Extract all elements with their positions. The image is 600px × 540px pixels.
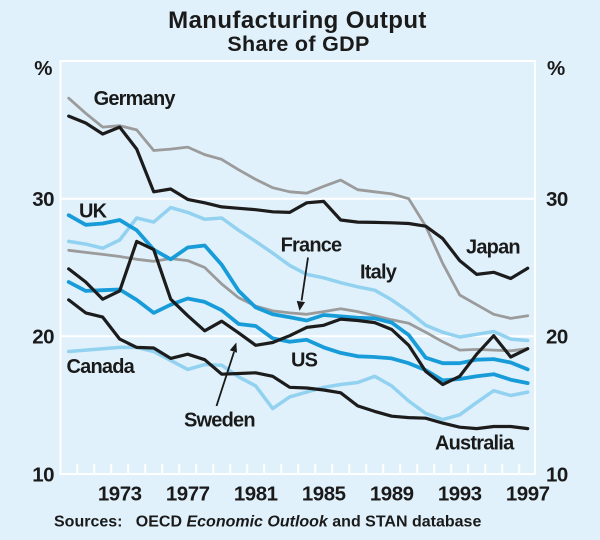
svg-text:1997: 1997 xyxy=(506,483,550,506)
svg-text:Germany: Germany xyxy=(94,88,177,110)
svg-text:Italy: Italy xyxy=(360,262,398,284)
svg-text:%: % xyxy=(547,57,565,80)
svg-text:Sweden: Sweden xyxy=(184,410,255,432)
svg-text:Share of GDP: Share of GDP xyxy=(227,32,369,56)
svg-text:US: US xyxy=(291,350,318,372)
svg-text:1989: 1989 xyxy=(370,483,414,506)
svg-text:10: 10 xyxy=(32,464,54,487)
svg-text:Sources: OECD Economic Outlo: Sources: OECD Economic Outlook and STAN … xyxy=(54,514,481,531)
svg-text:10: 10 xyxy=(546,464,568,487)
svg-text:20: 20 xyxy=(546,326,568,349)
svg-text:%: % xyxy=(34,57,52,80)
svg-text:1973: 1973 xyxy=(98,483,142,506)
svg-text:Manufacturing Output: Manufacturing Output xyxy=(168,7,427,34)
svg-text:France: France xyxy=(281,234,342,256)
svg-text:1985: 1985 xyxy=(302,483,346,506)
svg-text:1993: 1993 xyxy=(438,483,482,506)
svg-text:1977: 1977 xyxy=(166,483,210,506)
svg-text:20: 20 xyxy=(32,326,54,349)
svg-text:30: 30 xyxy=(32,188,54,211)
svg-text:UK: UK xyxy=(79,200,108,222)
svg-text:Japan: Japan xyxy=(466,237,520,259)
svg-text:Australia: Australia xyxy=(435,433,515,455)
svg-text:1981: 1981 xyxy=(234,483,278,506)
svg-text:Canada: Canada xyxy=(67,356,136,378)
svg-text:30: 30 xyxy=(546,188,568,211)
